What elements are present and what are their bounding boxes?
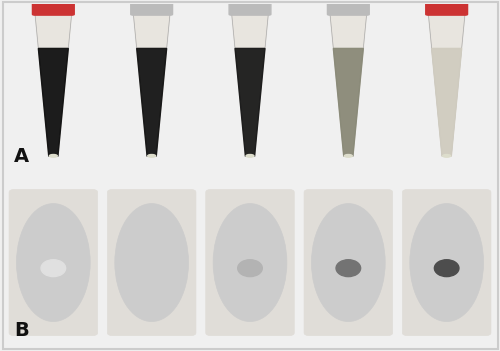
FancyBboxPatch shape — [328, 0, 369, 15]
Polygon shape — [35, 13, 72, 156]
Polygon shape — [133, 13, 170, 156]
Ellipse shape — [238, 260, 262, 277]
FancyBboxPatch shape — [304, 190, 392, 336]
FancyBboxPatch shape — [426, 0, 468, 15]
Ellipse shape — [41, 260, 66, 277]
FancyBboxPatch shape — [229, 0, 271, 15]
FancyBboxPatch shape — [32, 0, 74, 15]
Polygon shape — [432, 48, 462, 156]
FancyBboxPatch shape — [9, 190, 98, 336]
Circle shape — [344, 154, 352, 157]
Polygon shape — [232, 13, 268, 156]
FancyBboxPatch shape — [402, 190, 491, 336]
Ellipse shape — [140, 260, 164, 277]
Ellipse shape — [410, 204, 484, 322]
Ellipse shape — [312, 204, 385, 322]
Circle shape — [50, 154, 58, 157]
Ellipse shape — [213, 204, 287, 322]
Polygon shape — [38, 48, 68, 156]
Ellipse shape — [434, 260, 459, 277]
Polygon shape — [235, 48, 265, 156]
Ellipse shape — [336, 260, 360, 277]
Polygon shape — [334, 48, 364, 156]
FancyBboxPatch shape — [206, 190, 294, 336]
Polygon shape — [428, 13, 465, 156]
Polygon shape — [330, 13, 367, 156]
Ellipse shape — [16, 204, 90, 322]
Polygon shape — [136, 48, 166, 156]
Text: B: B — [14, 321, 29, 340]
Ellipse shape — [115, 204, 188, 322]
FancyBboxPatch shape — [131, 0, 172, 15]
Circle shape — [246, 154, 254, 157]
Text: A: A — [14, 147, 29, 166]
Circle shape — [148, 154, 156, 157]
Circle shape — [442, 154, 450, 157]
FancyBboxPatch shape — [108, 190, 196, 336]
